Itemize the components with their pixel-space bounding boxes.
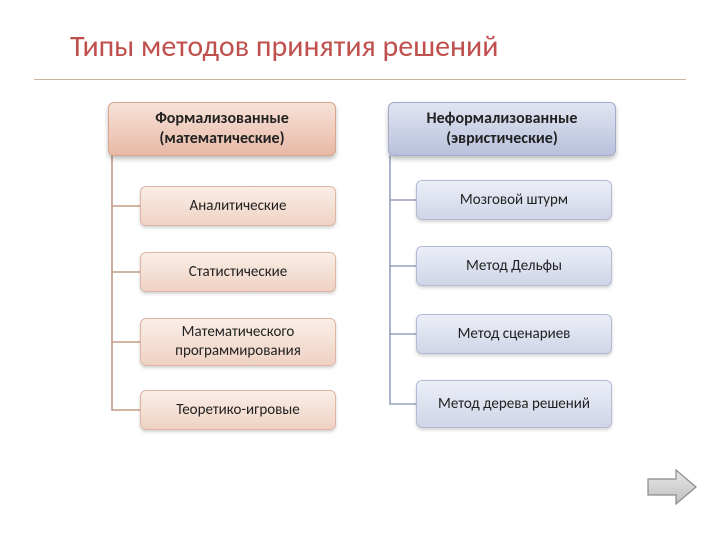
left-child-3-label: Теоретико-игровые: [176, 401, 300, 420]
next-arrow-button[interactable]: [646, 468, 698, 506]
right-child-1-label: Метод Дельфы: [466, 257, 562, 276]
left-child-3: Теоретико-игровые: [140, 390, 336, 430]
diagram-area: Формализованные (математические) Аналити…: [0, 80, 720, 520]
right-child-2-label: Метод сценариев: [458, 325, 571, 344]
left-header: Формализованные (математические): [108, 102, 336, 156]
right-child-1: Метод Дельфы: [416, 246, 612, 286]
right-header: Неформализованные (эвристические): [388, 102, 616, 156]
left-child-0: Аналитические: [140, 186, 336, 226]
right-header-label: Неформализованные (эвристические): [395, 109, 609, 149]
right-child-3-label: Метод дерева решений: [438, 395, 590, 414]
page-title: Типы методов принятия решений: [70, 28, 720, 65]
arrow-right-icon: [646, 468, 698, 506]
left-child-2: Математического программирования: [140, 318, 336, 366]
title-area: Типы методов принятия решений: [0, 0, 720, 73]
left-child-0-label: Аналитические: [190, 197, 287, 216]
right-child-3: Метод дерева решений: [416, 380, 612, 428]
left-child-1: Статистические: [140, 252, 336, 292]
right-child-0: Мозговой штурм: [416, 180, 612, 220]
left-child-1-label: Статистические: [189, 263, 288, 282]
right-child-2: Метод сценариев: [416, 314, 612, 354]
left-header-label: Формализованные (математические): [115, 109, 329, 149]
right-child-0-label: Мозговой штурм: [460, 191, 568, 210]
left-child-2-label: Математического программирования: [147, 323, 329, 361]
